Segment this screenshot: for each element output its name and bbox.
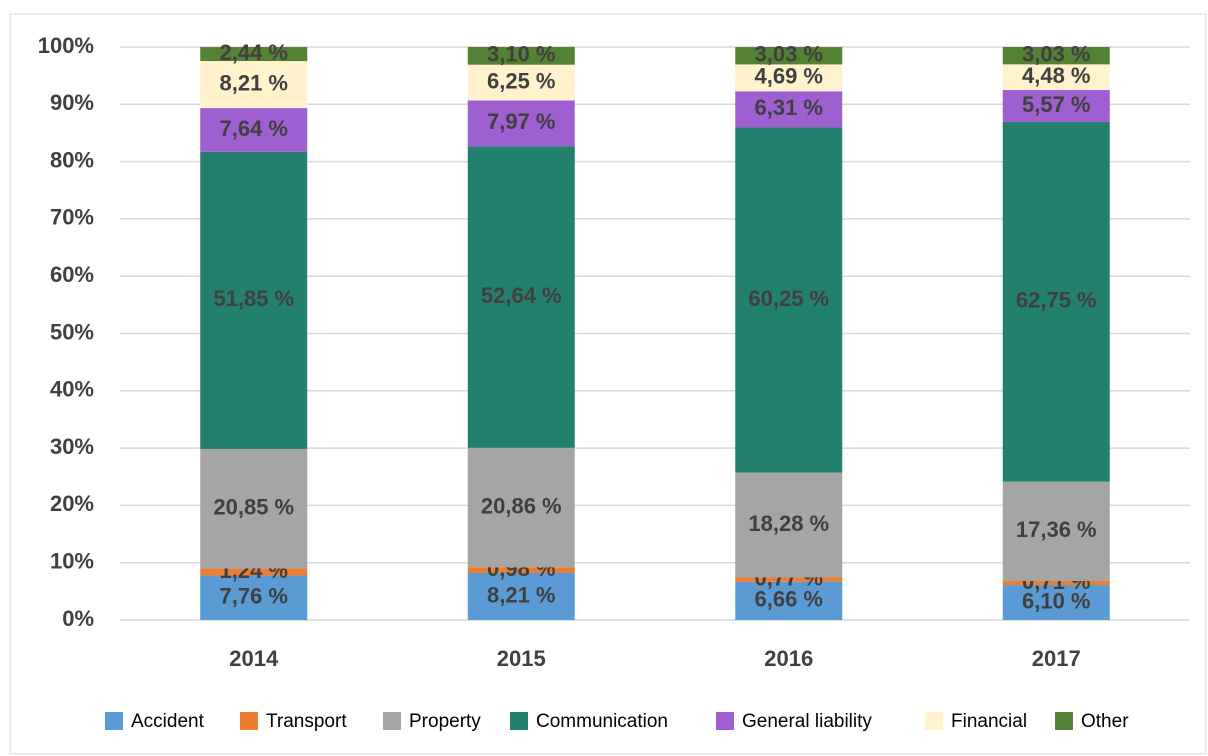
bar-segment: [200, 448, 308, 569]
bar-segment: [1002, 64, 1110, 91]
bar-segment: [735, 577, 843, 582]
bar-segment: [200, 47, 308, 62]
y-tick-label: 30%: [50, 434, 94, 459]
y-tick-label: 0%: [62, 606, 94, 631]
legend-swatch: [925, 712, 943, 730]
value-label: 52,64 %: [481, 283, 562, 308]
value-label: 2,44 %: [220, 40, 289, 65]
legend-swatch: [510, 712, 528, 730]
bar-segment: [1002, 585, 1110, 620]
legend-swatch: [105, 712, 123, 730]
bar-segment: [467, 447, 575, 568]
bar-segment: [735, 64, 843, 92]
bar-segment: [1002, 580, 1110, 586]
y-tick-label: 10%: [50, 549, 94, 574]
legend-label: Transport: [266, 711, 347, 732]
bar-segment: [1002, 481, 1110, 581]
legend-swatch: [716, 712, 734, 730]
value-label: 6,10 %: [1022, 588, 1091, 613]
bar-segment: [735, 91, 843, 128]
value-label: 60,25 %: [748, 286, 829, 311]
y-tick-label: 80%: [50, 147, 94, 172]
y-tick-label: 100%: [38, 33, 94, 58]
x-tick-label: 2015: [497, 646, 546, 671]
bar-segment: [200, 108, 308, 152]
bar-segment: [467, 100, 575, 147]
bar-segment: [735, 581, 843, 620]
bar-segment: [467, 46, 575, 65]
y-tick-label: 40%: [50, 377, 94, 402]
value-label: 17,36 %: [1016, 517, 1097, 542]
bar-segment: [200, 568, 308, 576]
value-label: 3,10 %: [487, 42, 556, 67]
value-label: 6,66 %: [755, 587, 824, 612]
y-tick-label: 50%: [50, 319, 94, 344]
y-tick-label: 90%: [50, 90, 94, 115]
legend-swatch: [383, 712, 401, 730]
value-label: 6,25 %: [487, 68, 556, 93]
value-label: 4,48 %: [1022, 63, 1091, 88]
bar-segment: [735, 472, 843, 578]
legend-label: General liability: [742, 711, 872, 732]
legend-label: Communication: [536, 711, 668, 732]
value-label: 20,86 %: [481, 493, 562, 518]
bar-segment: [467, 567, 575, 573]
legend-label: Property: [409, 711, 481, 732]
value-label: 62,75 %: [1016, 288, 1097, 313]
bar-segment: [200, 61, 308, 109]
value-label: 6,31 %: [755, 95, 824, 120]
legend-swatch: [240, 712, 258, 730]
value-label: 4,69 %: [755, 64, 824, 89]
x-tick-label: 2014: [229, 646, 279, 671]
bar-segment: [1002, 90, 1110, 122]
x-tick-label: 2016: [764, 646, 813, 671]
bar-segment: [735, 127, 843, 473]
bar-segment: [1002, 121, 1110, 482]
bar-segment: [200, 151, 308, 449]
value-label: 18,28 %: [748, 511, 829, 536]
legend-label: Financial: [951, 711, 1027, 732]
value-label: 7,64 %: [220, 116, 289, 141]
value-label: 7,97 %: [487, 109, 556, 134]
bar-segment: [467, 572, 575, 620]
value-label: 5,57 %: [1022, 92, 1091, 117]
value-label: 20,85 %: [213, 495, 294, 520]
legend-label: Other: [1081, 711, 1129, 732]
value-label: 7,76 %: [220, 584, 289, 609]
bar-segment: [200, 575, 308, 620]
value-label: 8,21 %: [220, 70, 289, 95]
y-tick-label: 20%: [50, 491, 94, 516]
value-label: 51,85 %: [213, 286, 294, 311]
bar-segment: [467, 146, 575, 448]
x-tick-label: 2017: [1032, 646, 1081, 671]
bar-segment: [467, 64, 575, 101]
y-tick-label: 70%: [50, 205, 94, 230]
value-label: 3,03 %: [1022, 41, 1091, 66]
legend-swatch: [1055, 712, 1073, 730]
bar-segment: [1002, 47, 1110, 65]
value-label: 8,21 %: [487, 582, 556, 607]
y-tick-label: 60%: [50, 262, 94, 287]
bar-segment: [735, 47, 843, 65]
legend-label: Accident: [131, 711, 205, 732]
value-label: 3,03 %: [755, 42, 824, 67]
